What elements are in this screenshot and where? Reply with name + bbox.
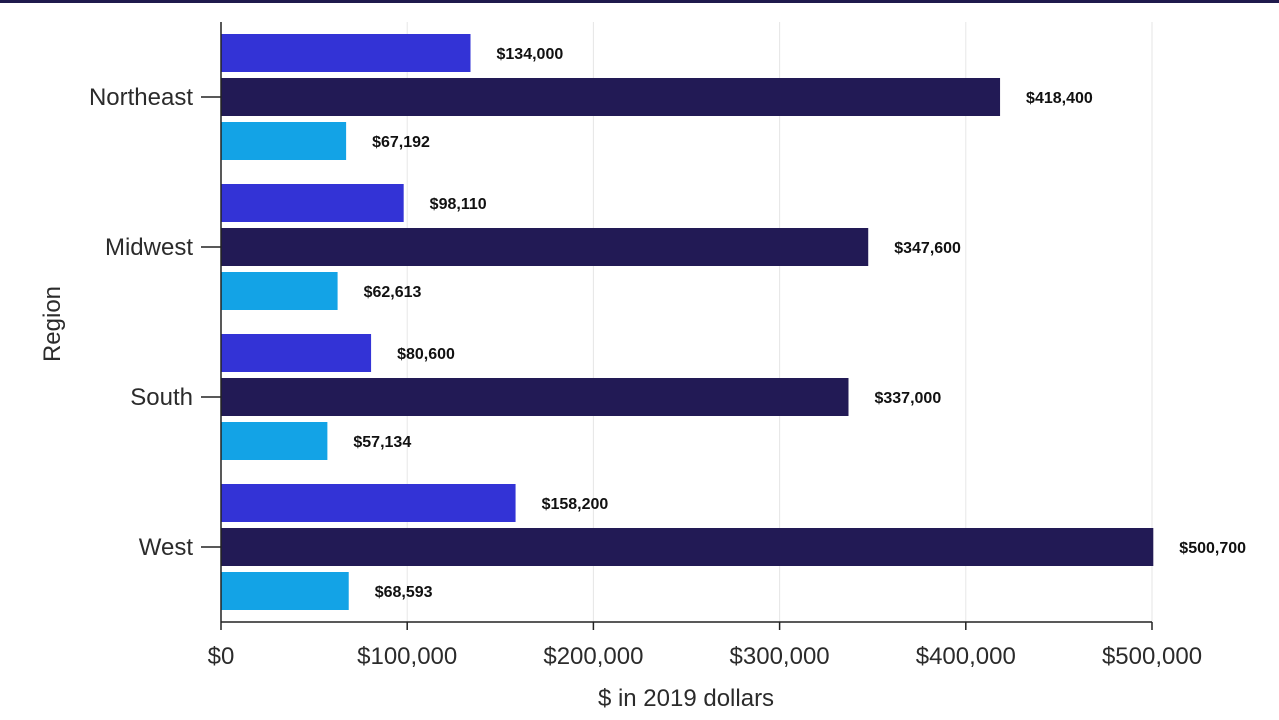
labels: $134,000 $418,400 $67,192 $98,110 $347,600 $6…: [353, 46, 1246, 601]
x-tick-label: $300,000: [730, 643, 830, 670]
bar: [221, 422, 328, 460]
data-label: $67,192: [372, 134, 430, 151]
data-label: $500,700: [1179, 540, 1246, 557]
x-tick-label: $100,000: [357, 643, 457, 670]
data-label: $347,600: [894, 240, 961, 257]
data-label: $98,110: [430, 196, 487, 213]
bar: [221, 484, 516, 522]
bar: [221, 572, 349, 610]
category-label: West: [139, 534, 194, 561]
bar: [221, 184, 404, 222]
y-axis-title: Region: [39, 286, 66, 362]
x-tick-label: $200,000: [543, 643, 643, 670]
data-label: $134,000: [497, 46, 564, 63]
data-label: $418,400: [1026, 90, 1093, 107]
data-label: $80,600: [397, 346, 455, 363]
top-rule: [0, 0, 1279, 3]
category-label: Midwest: [105, 234, 193, 261]
bar: [221, 272, 338, 310]
x-tick-label: $500,000: [1102, 643, 1202, 670]
bar: [221, 334, 372, 372]
data-label: $57,134: [353, 434, 411, 451]
x-tick-label: $400,000: [916, 643, 1016, 670]
bar: [221, 78, 1001, 116]
x-tick-label: $0: [208, 643, 235, 670]
bar: [221, 378, 849, 416]
data-label: $158,200: [542, 496, 609, 513]
bar: [221, 34, 471, 72]
data-label: $68,593: [375, 584, 433, 601]
bar: [221, 528, 1154, 566]
category-label: South: [130, 384, 193, 411]
data-label: $337,000: [874, 390, 941, 407]
category-label: Northeast: [89, 84, 193, 111]
bar: [221, 228, 869, 266]
bars: [221, 34, 1154, 610]
bar: [221, 122, 347, 160]
x-axis-title: $ in 2019 dollars: [598, 685, 774, 712]
data-label: $62,613: [364, 284, 422, 301]
axes: $0 $100,000 $200,000 $300,000 $400,000 $500,0…: [89, 22, 1202, 670]
